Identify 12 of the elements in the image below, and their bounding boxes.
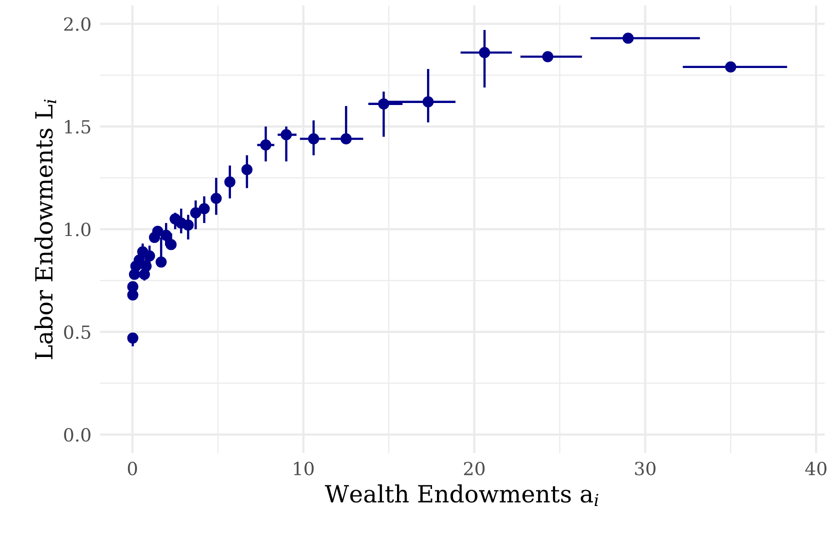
x-tick-label: 10 (294, 462, 314, 476)
x-tick-label: 20 (464, 462, 485, 476)
y-tick-label: 2.0 (64, 17, 90, 31)
y-tick-label: 1.5 (65, 120, 90, 134)
y-axis-title: Labor Endowments L$_{i}$ (34, 100, 56, 360)
x-tick-label: 30 (635, 462, 656, 476)
y-tick-label: 1.0 (65, 222, 90, 236)
x-axis-title: Wealth Endowments a$_{i}$ (324, 484, 598, 506)
y-tick-label: 0.5 (64, 325, 90, 339)
x-tick-label: 0 (128, 462, 137, 476)
x-tick-label: 40 (805, 462, 826, 476)
y-tick-label: 0.0 (64, 428, 90, 442)
